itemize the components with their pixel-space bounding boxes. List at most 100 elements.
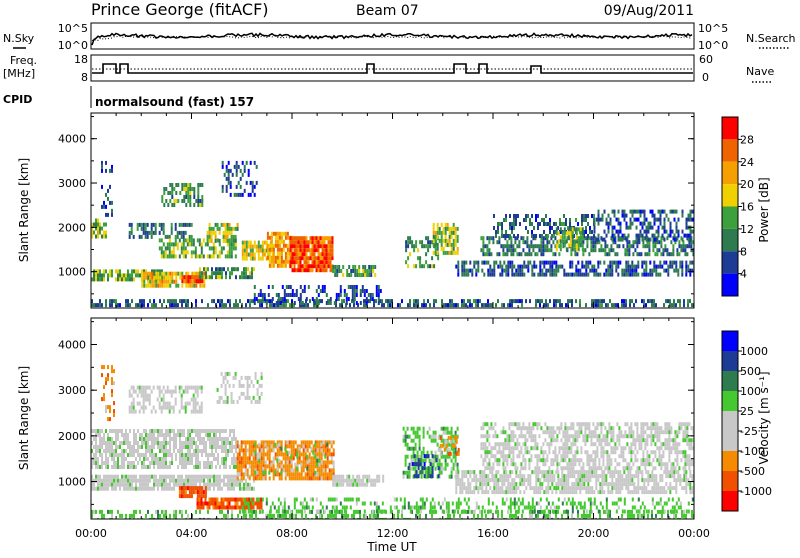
rti-cell: [385, 299, 387, 303]
rti-cell: [211, 445, 213, 449]
noise-left-tick-bottom: 10^0: [58, 39, 88, 52]
rti-cell: [273, 232, 275, 236]
rti-cell: [191, 445, 193, 449]
rti-cell: [481, 261, 483, 265]
rti-cell: [348, 297, 350, 301]
rti-cell: [121, 483, 123, 487]
rti-cell: [582, 227, 584, 231]
rti-cell: [221, 246, 223, 250]
rti-cell: [455, 227, 457, 231]
rti-cell: [253, 487, 255, 491]
rti-cell: [273, 448, 275, 452]
rti-cell: [351, 514, 353, 518]
rti-cell: [253, 476, 255, 480]
rti-cell: [259, 472, 261, 476]
rti-cell: [173, 250, 175, 254]
rti-cell: [281, 236, 283, 240]
rti-cell: [445, 243, 447, 247]
rti-cell: [159, 231, 161, 235]
rti-cell: [258, 459, 260, 463]
rti-cell: [364, 269, 366, 273]
rti-cell: [332, 479, 334, 483]
rti-cell: [149, 231, 151, 235]
rti-cell: [279, 264, 281, 268]
rti-cell: [221, 372, 223, 376]
rti-cell: [211, 267, 213, 271]
rti-cell: [169, 449, 171, 453]
rti-cell: [115, 433, 117, 437]
rti-cell: [477, 303, 479, 307]
rti-cell: [163, 457, 165, 461]
rti-cell: [509, 299, 511, 303]
rti-cell: [141, 433, 143, 437]
rti-cell: [187, 449, 189, 453]
rti-cell: [271, 244, 273, 248]
rti-cell: [229, 271, 231, 275]
rti-cell: [378, 293, 380, 297]
rti-cell: [293, 444, 295, 448]
rti-cell: [602, 248, 604, 252]
rti-cell: [625, 299, 627, 303]
rti-cell: [251, 460, 253, 464]
rti-cell: [97, 483, 99, 487]
rti-cell: [189, 242, 191, 246]
rti-cell: [171, 254, 173, 258]
rti-cell: [296, 252, 298, 256]
rti-cell: [193, 394, 195, 398]
rti-cell: [403, 435, 405, 439]
rti-cell: [533, 226, 535, 230]
rti-cell: [540, 244, 542, 248]
rti-cell: [117, 457, 119, 461]
rti-cell: [435, 510, 437, 514]
rti-cell: [137, 402, 139, 406]
rti-cell: [283, 248, 285, 252]
rti-cell: [203, 238, 205, 242]
rti-cell: [423, 244, 425, 248]
rti-cell: [197, 445, 199, 449]
rti-cell: [241, 464, 243, 468]
rti-cell: [568, 231, 570, 235]
rti-cell: [655, 273, 657, 277]
rti-cell: [267, 456, 269, 460]
rti-cell: [229, 250, 231, 254]
rti-cell: [281, 252, 283, 256]
rti-cell: [513, 299, 515, 303]
rti-cell: [161, 441, 163, 445]
rti-cell: [203, 502, 205, 506]
rti-cell: [211, 429, 213, 433]
rti-cell: [300, 297, 302, 301]
rti-cell: [323, 472, 325, 476]
rti-cell: [233, 384, 235, 388]
rti-cell: [278, 297, 280, 301]
rti-cell: [403, 439, 405, 443]
rti-cell: [241, 476, 243, 480]
rti-cell: [405, 471, 407, 475]
rti-cell: [517, 299, 519, 303]
rti-cell: [262, 241, 264, 245]
rti-cell: [560, 243, 562, 247]
rti-cell: [141, 479, 143, 483]
rti-cell: [147, 284, 149, 288]
rti-cell: [547, 514, 549, 518]
rti-cell: [139, 390, 141, 394]
rti-cell: [300, 244, 302, 248]
rti-cell: [101, 397, 103, 401]
rti-cell: [225, 392, 227, 396]
rti-cell: [129, 406, 131, 410]
rti-cell: [441, 427, 443, 431]
rti-cell: [113, 449, 115, 453]
rti-cell: [245, 271, 247, 275]
rti-cell: [563, 222, 565, 226]
rti-cell: [473, 265, 475, 269]
rti-cell: [179, 461, 181, 465]
rti-cell: [257, 502, 259, 506]
rti-cell: [165, 390, 167, 394]
rti-cell: [437, 247, 439, 251]
rti-cell: [507, 269, 509, 273]
rti-cell: [223, 303, 225, 307]
rti-cell: [153, 487, 155, 491]
rti-cell: [309, 476, 311, 480]
rti-cell: [101, 441, 103, 445]
rti-cell: [119, 487, 121, 491]
rti-cell: [656, 218, 658, 222]
